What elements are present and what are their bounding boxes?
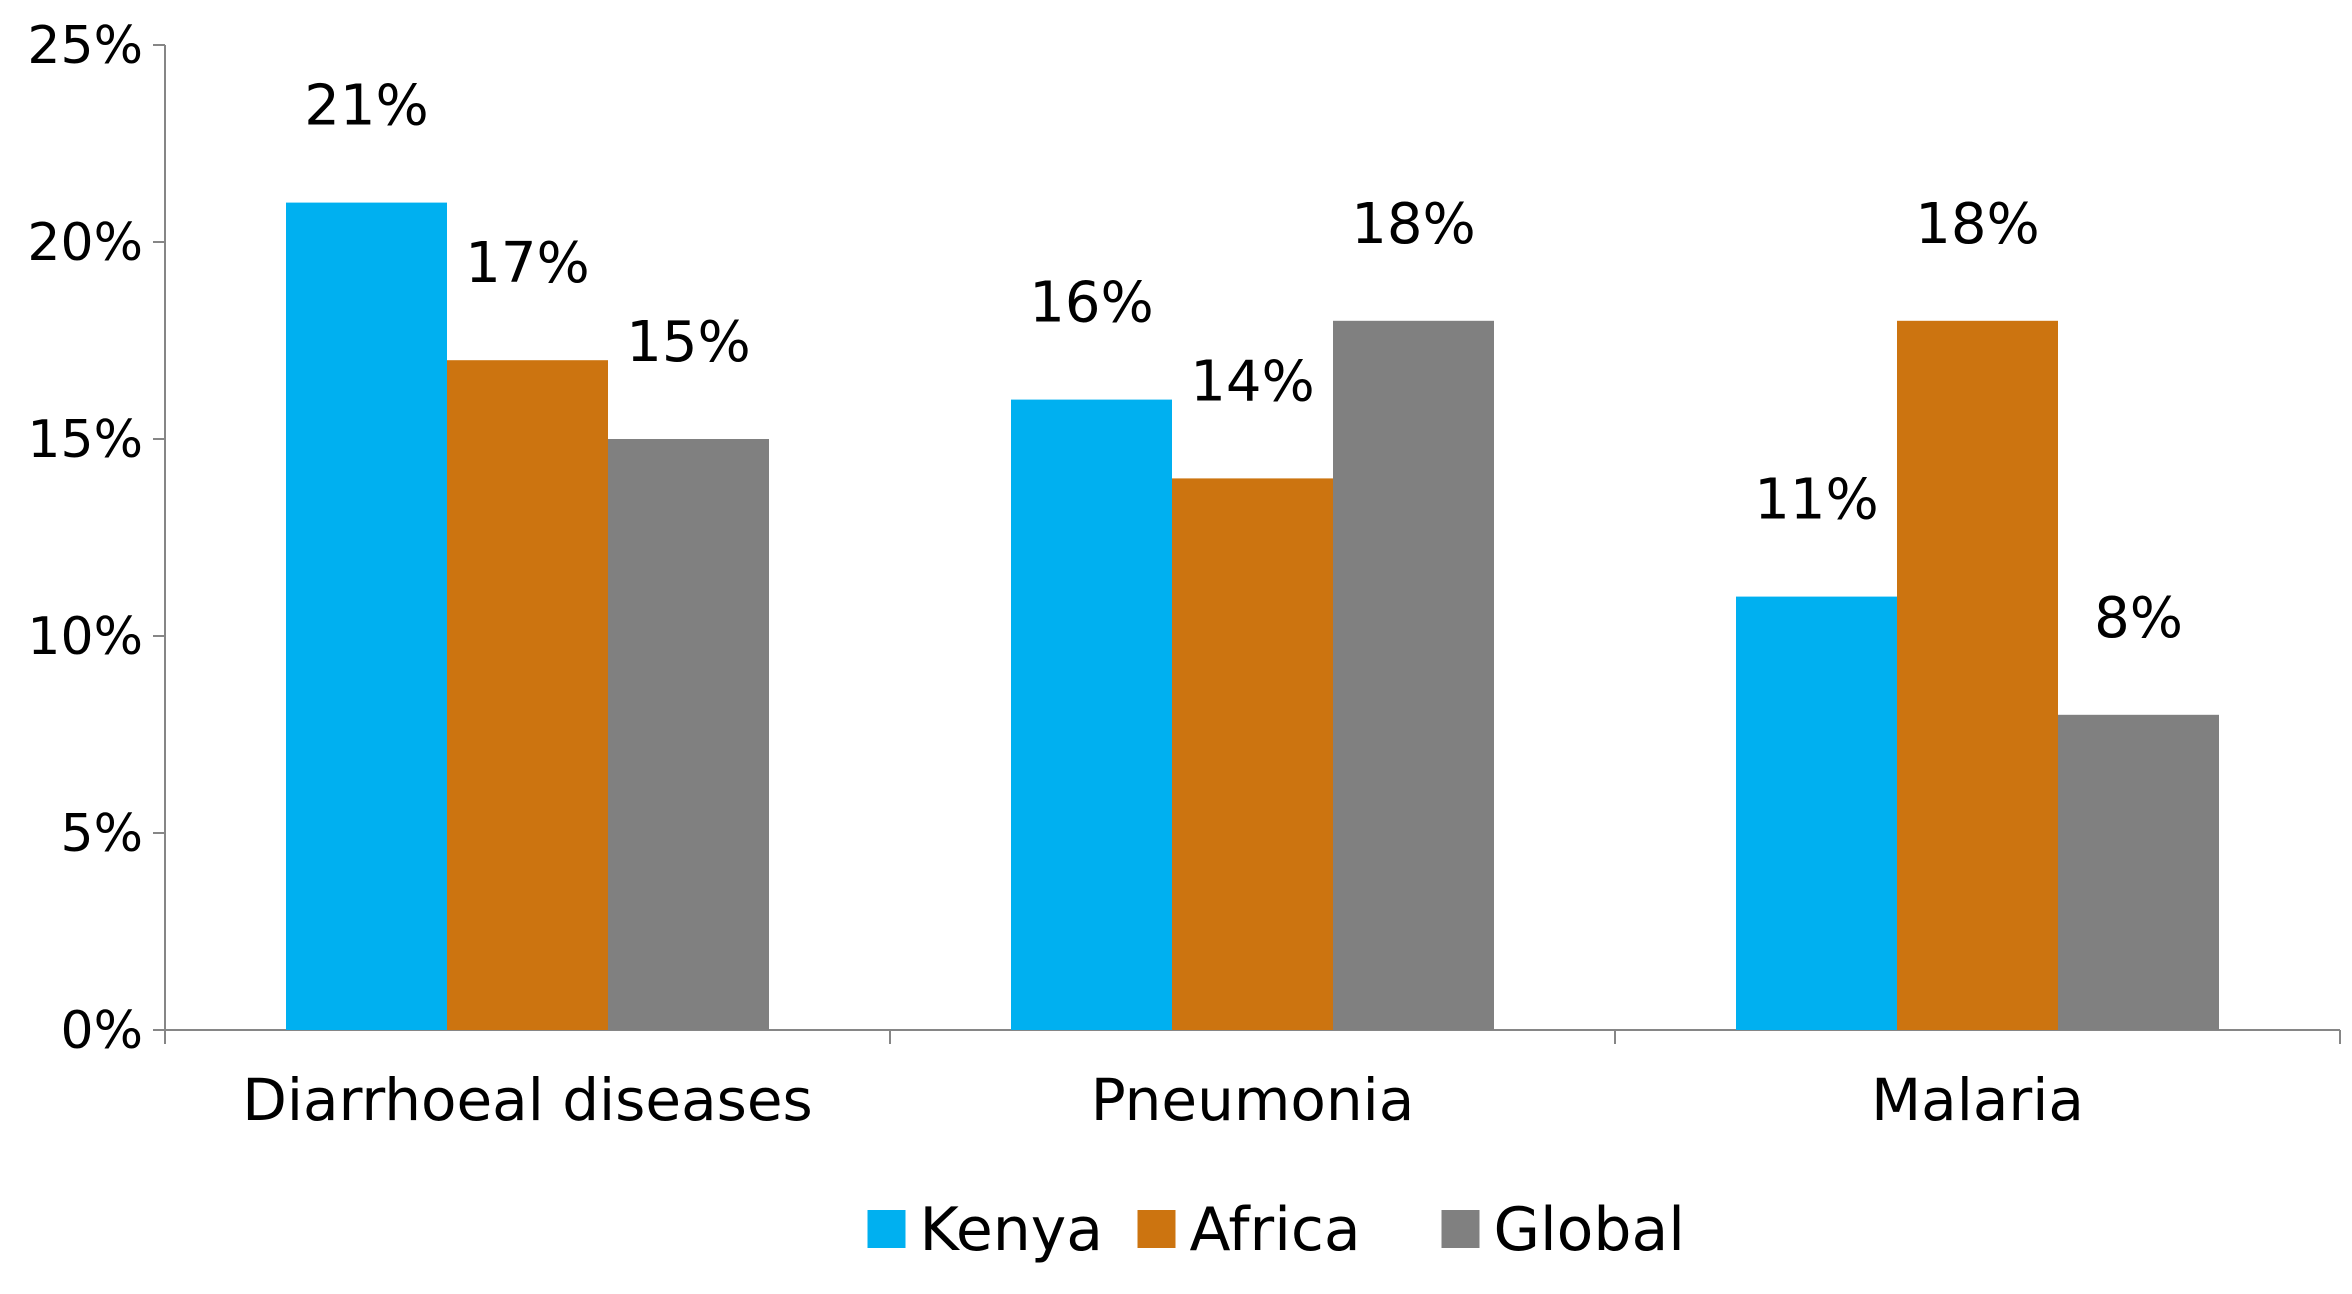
bar-global-2: [1333, 320, 1494, 1030]
bar-africa-2: [1172, 478, 1333, 1030]
y-tick-label: 10%: [27, 607, 143, 667]
legend-label-global: Global: [1494, 1195, 1685, 1265]
data-label-global-1: 15%: [626, 310, 750, 375]
bar-kenya-1: [286, 202, 447, 1031]
bar-africa-3: [1897, 320, 2058, 1030]
legend-label-africa: Africa: [1190, 1195, 1361, 1265]
legend-swatch-global: [1441, 1210, 1480, 1248]
legend-label-kenya: Kenya: [920, 1195, 1104, 1265]
y-tick-label: 25%: [27, 16, 143, 76]
data-labels: 21% 17% 15% 16% 14% 18% 11% 18% 8%: [304, 74, 2183, 651]
data-label-kenya-3: 11%: [1754, 468, 1878, 533]
bar-africa-1: [447, 360, 608, 1030]
bar-kenya-3: [1736, 596, 1897, 1030]
legend: Kenya Africa Global: [867, 1195, 1685, 1265]
data-label-africa-3: 18%: [1915, 192, 2039, 257]
axes: 0% 5% 10% 15% 20% 25% Diarrhoeal diseases Pneum…: [27, 16, 2341, 1134]
x-category-label: Malaria: [1871, 1066, 2084, 1134]
data-label-global-2: 18%: [1351, 192, 1475, 257]
data-label-kenya-2: 16%: [1029, 271, 1153, 336]
data-label-global-3: 8%: [2094, 586, 2183, 651]
x-category-label: Pneumonia: [1091, 1066, 1415, 1134]
bar-global-3: [2058, 714, 2219, 1030]
y-tick-label: 0%: [61, 1001, 144, 1061]
y-tick-label: 5%: [61, 804, 144, 864]
bars: [286, 202, 2219, 1031]
data-label-africa-2: 14%: [1190, 349, 1314, 414]
x-category-label: Diarrhoeal diseases: [242, 1066, 812, 1134]
bar-kenya-2: [1011, 399, 1172, 1031]
bar-global-1: [608, 439, 769, 1030]
y-tick-label: 15%: [27, 410, 143, 470]
legend-swatch-kenya: [867, 1210, 906, 1248]
y-tick-label: 20%: [27, 213, 143, 273]
legend-swatch-africa: [1137, 1210, 1176, 1248]
data-label-kenya-1: 21%: [304, 74, 428, 139]
data-label-africa-1: 17%: [465, 231, 589, 296]
